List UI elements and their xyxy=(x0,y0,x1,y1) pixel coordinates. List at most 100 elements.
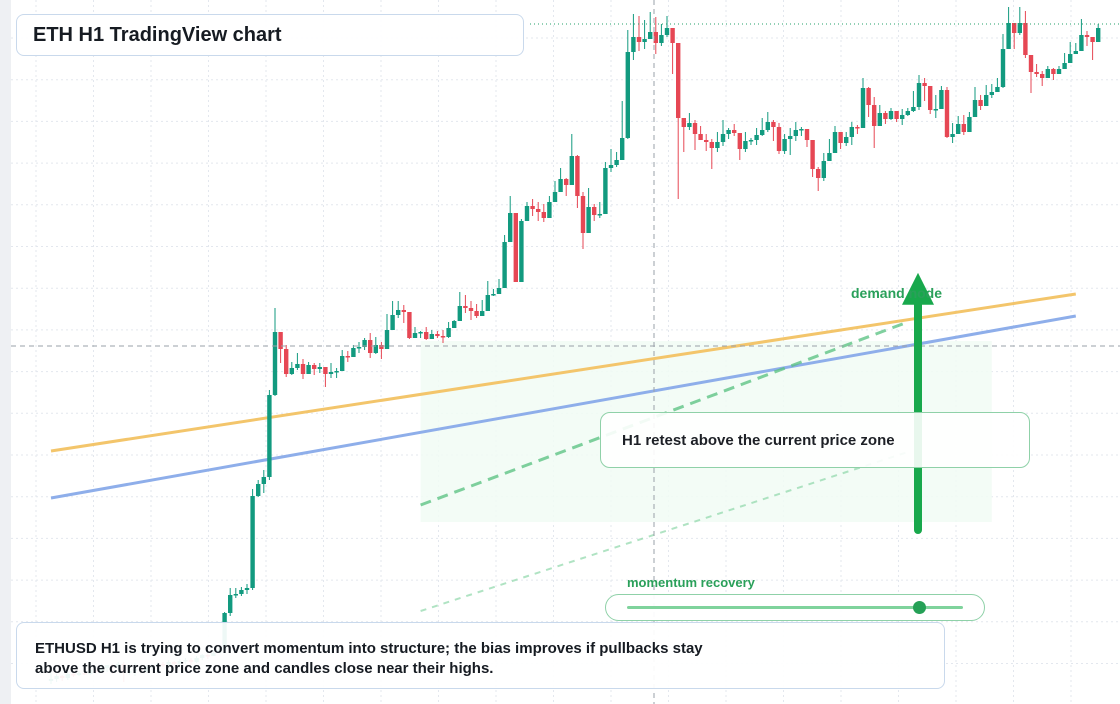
candle-up xyxy=(900,109,905,125)
candle-body xyxy=(1079,35,1084,51)
candle-body xyxy=(956,124,961,134)
candle-body xyxy=(446,328,451,337)
candle-up xyxy=(950,123,955,143)
candle-body xyxy=(345,356,350,358)
candle-down xyxy=(944,87,950,138)
candle-body xyxy=(244,588,250,590)
candle-body xyxy=(653,32,658,43)
candle-body xyxy=(838,132,843,143)
candle-up xyxy=(788,128,793,155)
candle-down xyxy=(816,167,821,191)
candle-up xyxy=(1045,66,1050,78)
candle-body xyxy=(295,364,300,368)
candle-up xyxy=(228,588,233,616)
candle-up xyxy=(821,153,826,181)
candle-up xyxy=(390,301,395,330)
candle-body xyxy=(1062,63,1067,69)
candle-down xyxy=(1034,64,1039,77)
candle-down xyxy=(284,345,289,377)
candle-body xyxy=(664,28,670,35)
candle-body xyxy=(368,340,373,353)
left-price-rail xyxy=(0,0,11,704)
candle-up xyxy=(351,345,356,357)
candle-up xyxy=(614,152,619,167)
candle-down xyxy=(463,295,468,313)
candle-up xyxy=(995,78,1000,92)
candle-body xyxy=(1045,69,1050,78)
candle-body xyxy=(435,334,440,336)
candle-down xyxy=(653,17,658,54)
candle-body xyxy=(648,32,653,39)
candle-up xyxy=(272,308,278,396)
candle-up xyxy=(1056,66,1062,74)
candle-down xyxy=(468,301,474,320)
summary-box: ETHUSD H1 is trying to convert momentum … xyxy=(16,622,945,689)
candle-up xyxy=(748,138,754,145)
candle-body xyxy=(1028,55,1034,72)
candle-body xyxy=(597,214,602,216)
candle-down xyxy=(300,359,306,379)
candle-body xyxy=(922,83,927,86)
candle-body xyxy=(412,333,418,338)
candle-body xyxy=(440,336,446,338)
candle-body xyxy=(788,136,793,139)
candle-body xyxy=(1023,23,1028,55)
candle-down xyxy=(407,312,412,339)
candle-down xyxy=(435,331,440,338)
candle-up xyxy=(956,116,961,134)
candle-body xyxy=(1096,28,1101,42)
chart-title: ETH H1 TradingView chart xyxy=(33,23,282,46)
candlestick-series[interactable] xyxy=(48,7,1101,684)
candle-body xyxy=(250,496,255,588)
candle-body xyxy=(816,169,821,178)
candle-down xyxy=(737,133,742,160)
candle-body xyxy=(704,140,709,142)
candle-down xyxy=(323,367,328,387)
candle-body xyxy=(681,118,686,127)
candle-body xyxy=(726,130,731,134)
candle-up xyxy=(603,162,608,214)
candle-body xyxy=(564,179,569,185)
candle-body xyxy=(513,213,518,282)
candle-body xyxy=(883,113,888,119)
candle-up xyxy=(631,14,636,60)
candle-up xyxy=(508,196,513,242)
candle-body xyxy=(306,365,311,374)
candle-up xyxy=(1073,43,1078,54)
candle-body xyxy=(485,295,490,311)
candle-up xyxy=(233,588,238,598)
guide-lines xyxy=(11,0,1120,704)
candle-body xyxy=(580,196,586,233)
candle-up xyxy=(334,368,339,378)
momentum-track xyxy=(627,606,963,609)
candle-body xyxy=(340,356,345,371)
candle-up xyxy=(642,20,647,49)
candle-body xyxy=(972,100,978,117)
candle-down xyxy=(928,86,933,114)
candle-body xyxy=(872,105,877,126)
candle-body xyxy=(592,207,597,215)
momentum-level-knob xyxy=(913,601,927,614)
candle-body xyxy=(278,332,283,349)
candle-down xyxy=(771,120,776,141)
candle-up xyxy=(877,105,882,126)
candle-up xyxy=(687,113,692,130)
candle-up xyxy=(720,120,726,146)
candle-up xyxy=(726,128,731,139)
candle-up xyxy=(496,279,502,294)
candle-down xyxy=(424,327,429,340)
candle-body xyxy=(508,213,513,242)
candle-up xyxy=(664,16,670,37)
candle-up xyxy=(760,118,765,136)
candle-body xyxy=(407,312,412,338)
candle-down xyxy=(1084,31,1090,46)
candle-up xyxy=(328,363,334,378)
candle-body xyxy=(1006,23,1011,49)
candle-up xyxy=(289,362,294,375)
candle-up xyxy=(1096,24,1101,42)
candle-up xyxy=(491,289,496,296)
candle-body xyxy=(496,288,502,294)
candle-down xyxy=(804,129,810,147)
